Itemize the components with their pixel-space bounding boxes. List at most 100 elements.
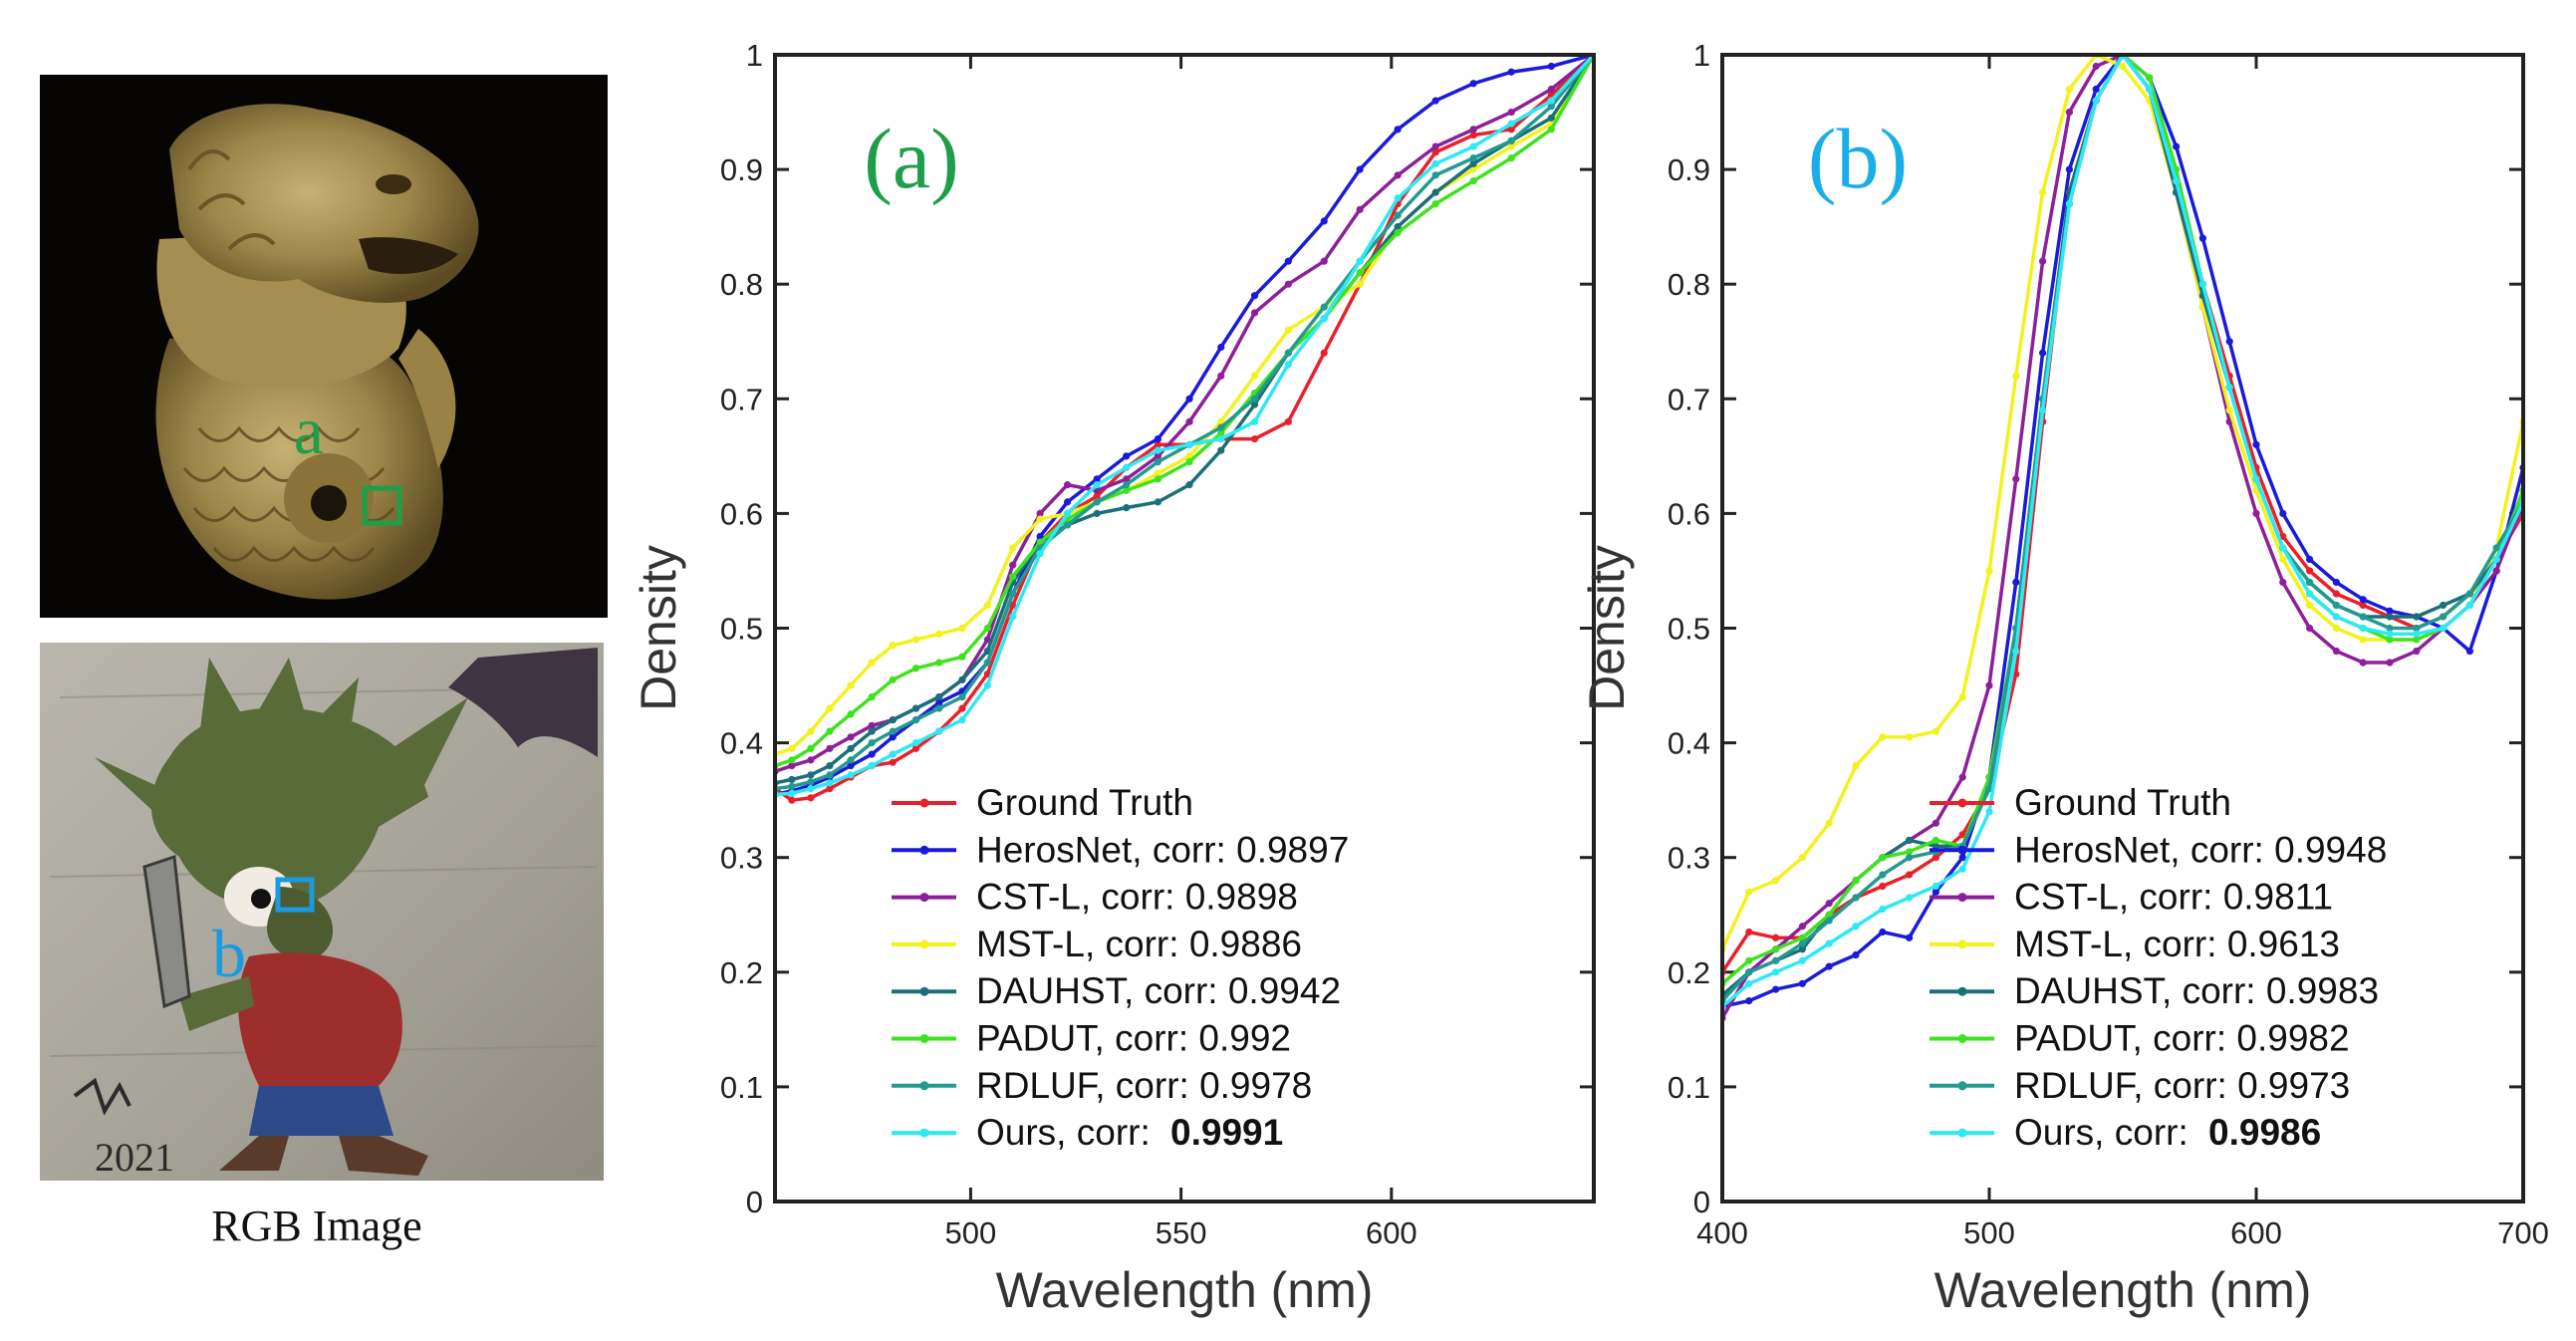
chart-b-legend-label: MST-L, corr: [2014, 924, 2227, 964]
chart-b-ytick-label: 0.6 [1668, 496, 1710, 531]
chart-b-point-herosnet [2465, 647, 2473, 656]
chart-a-point-rdluf [826, 771, 834, 779]
chart-a-point-ground-truth [911, 744, 920, 752]
chart-a-point-herosnet [1217, 343, 1225, 352]
chart-a-point-rdluf [1154, 458, 1161, 466]
chart-a-point-padut [935, 659, 943, 667]
chart-a-xtick-label: 550 [1156, 1215, 1207, 1250]
chart-a-point-cst-l [788, 762, 796, 770]
chart-b-point-herosnet [2359, 596, 2367, 604]
chart-b-point-padut [2146, 74, 2154, 82]
chart-a-point-ours [788, 789, 796, 797]
chart-b-point-herosnet [1745, 996, 1753, 1005]
chart-a-point-mst-l [935, 630, 943, 638]
chart-a-point-rdluf [958, 692, 966, 701]
chart-a-point-ours [1123, 463, 1131, 471]
chart-a-point-padut [788, 756, 796, 764]
chart-b-point-cst-l [2332, 647, 2340, 656]
chart-b-ytick-label: 0.4 [1668, 726, 1710, 761]
chart-b-ytick-label: 0 [1693, 1185, 1710, 1219]
chart-b-point-mst-l [2359, 636, 2367, 644]
chart-a-point-rdluf [935, 704, 943, 712]
chart-b-legend-entry-padut: PADUT, corr: 0.9982 [2014, 1018, 2350, 1059]
chart-a-point-padut [1547, 126, 1555, 134]
chart-a-point-ours [1320, 315, 1328, 323]
chart-a-point-cst-l [1009, 561, 1017, 569]
chart-b-point-ours [2092, 97, 2100, 105]
chart-a-point-dauhst [1431, 188, 1439, 196]
chart-a-point-ground-truth [807, 794, 815, 802]
chart-a-xtick-label: 500 [945, 1215, 997, 1250]
chart-b-point-mst-l [2039, 188, 2047, 196]
chart-b-ylabel: Density [1579, 545, 1635, 711]
chart-a-ytick-label: 0 [746, 1185, 763, 1219]
chart-a-legend-entry-dauhst: DAUHST, corr: 0.9942 [976, 970, 1341, 1011]
chart-b-point-padut [1745, 956, 1753, 964]
chart-b-legend: Ground Truth HerosNet, corr: 0.9948 CST-L,… [1930, 782, 2387, 1153]
chart-a-point-cst-l [847, 733, 855, 741]
chart-a-point-mst-l [826, 704, 834, 712]
chart-b-point-ours [1958, 865, 1966, 873]
chart-a-point-ours [868, 762, 876, 770]
chart-a-point-ours [1547, 97, 1555, 105]
chart-a-point-ground-truth [1507, 126, 1515, 134]
chart-b-legend-corr: 0.9983 [2266, 970, 2379, 1011]
chart-b-xlabel: Wavelength (nm) [1934, 1262, 2312, 1318]
chart-a-point-mst-l [1009, 544, 1017, 552]
chart-a-point-rdluf [1093, 498, 1101, 506]
chart-b-point-mst-l [1772, 877, 1780, 885]
chart-a-point-padut [826, 727, 834, 735]
chart-b-point-mst-l [1906, 733, 1914, 741]
chart-a-point-rdluf [868, 739, 876, 747]
chart-a-point-padut [1217, 429, 1225, 437]
chart-a-point-rdluf [1547, 103, 1555, 111]
chart-a-ylabel: Density [631, 545, 686, 711]
chart-b-point-ground-truth [2359, 601, 2367, 610]
chart-a-point-cst-l [1547, 85, 1555, 94]
chart-a-point-rdluf [1320, 303, 1328, 311]
chart-b-point-rdluf [1852, 894, 1860, 902]
chart-b-legend-entry-herosnet: HerosNet, corr: 0.9948 [2014, 829, 2387, 870]
chart-b-legend-corr: 0.9986 [2208, 1112, 2321, 1153]
chart-a-point-ours [807, 785, 815, 793]
chart-a-legend-label: DAUHST, corr: [976, 970, 1228, 1011]
chart-b-point-ground-truth [1958, 831, 1966, 839]
chart-a-legend-marker-herosnet [919, 845, 929, 855]
chart-a-point-cst-l [1507, 108, 1515, 117]
chart-b-legend-corr: 0.9613 [2227, 924, 2340, 964]
chart-b-point-mst-l [2225, 406, 2233, 414]
chart-a-point-padut [983, 624, 991, 633]
chart-b-point-cst-l [2492, 567, 2500, 575]
chart-a-legend-entry-ground-truth: Ground Truth [976, 782, 1193, 823]
chart-a-point-padut [868, 692, 876, 701]
chart-a-point-rdluf [1507, 136, 1515, 144]
chart-a-point-ours [1217, 434, 1225, 443]
chart-a-point-dauhst [788, 775, 796, 784]
chart-a-legend-marker-mst-l [919, 939, 929, 949]
chart-a-point-herosnet [1063, 498, 1072, 506]
chart-b-point-padut [1772, 945, 1780, 953]
chart-a-legend-label: HerosNet, corr: [976, 829, 1236, 870]
chart-a-legend-marker-rdluf [919, 1081, 929, 1091]
chart-b-legend-label: DAUHST, corr: [2014, 970, 2266, 1011]
chart-a-point-rdluf [788, 782, 796, 790]
chart-b-point-mst-l [2012, 372, 2020, 380]
chart-a-point-cst-l [1284, 280, 1292, 288]
chart-a-point-mst-l [847, 681, 855, 689]
chart-a-point-mst-l [1154, 469, 1161, 477]
chart-a-point-dauhst [889, 715, 897, 724]
chart-b-point-mst-l [2279, 555, 2287, 564]
chart-b-point-rdluf [1879, 871, 1887, 879]
chart-a-legend-entry-padut: PADUT, corr: 0.992 [976, 1018, 1291, 1059]
chart-b-point-ours [1906, 894, 1914, 902]
chart-b-point-ours [2065, 200, 2073, 208]
chart-a-point-dauhst [1123, 504, 1131, 512]
chart-b-point-herosnet [1798, 979, 1806, 987]
chart-b-point-cst-l [2092, 62, 2100, 71]
chart-a-point-padut [847, 710, 855, 718]
chart-a-point-padut [1507, 153, 1515, 162]
chart-b-point-mst-l [1852, 762, 1860, 770]
chart-a-point-cst-l [1469, 126, 1477, 134]
chart-a-point-rdluf [1009, 590, 1017, 598]
chart-b-point-rdluf [2332, 601, 2340, 610]
